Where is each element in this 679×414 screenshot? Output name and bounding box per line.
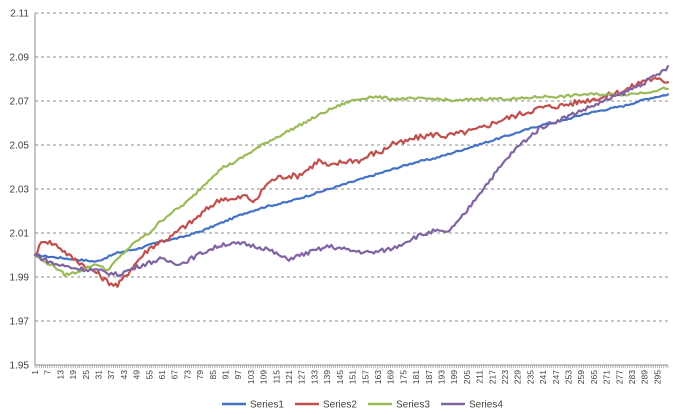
legend-label-series4: Series4 [469,400,503,411]
x-tick-label: 157 [360,370,370,384]
x-tick-label: 109 [259,370,269,384]
x-tick-label: 43 [119,370,129,380]
x-tick-label: 103 [246,370,256,384]
x-tick-label: 223 [500,370,510,384]
x-tick-label: 259 [576,370,586,384]
x-tick-label: 133 [309,370,319,384]
x-tick-label: 127 [297,370,307,384]
x-tick-label: 205 [462,370,472,384]
x-tick-label: 97 [233,370,243,380]
y-tick-label: 1.99 [10,273,30,284]
y-tick-label: 2.07 [10,97,30,108]
x-tick-label: 55 [144,370,154,380]
legend: Series1 Series2 Series3 Series4 [222,400,503,411]
x-tick-label: 199 [449,370,459,384]
x-tick-label: 163 [373,370,383,384]
x-tick-label: 175 [398,370,408,384]
x-tick-label: 265 [589,370,599,384]
legend-label-series1: Series1 [250,400,284,411]
y-tick-label: 2.05 [10,141,30,152]
x-tick-label: 7 [43,370,53,375]
x-tick-label: 289 [640,370,650,384]
x-tick-label: 253 [563,370,573,384]
series-line-series3 [33,86,670,278]
x-tick-label: 85 [208,370,218,380]
x-tick-label: 121 [284,370,294,384]
x-tick-label: 67 [170,370,180,380]
y-tick-label: 1.95 [10,361,30,372]
y-axis-tick-labels: 1.95 1.97 1.99 2.01 2.03 2.05 2.07 2.09 2.11 [10,9,30,372]
y-tick-label: 2.03 [10,185,30,196]
x-tick-label: 277 [614,370,624,384]
x-tick-label: 73 [182,370,192,380]
series-line-series4 [33,65,670,278]
axes [34,13,669,368]
x-tick-label: 25 [81,370,91,380]
x-tick-label: 1 [30,370,40,375]
series-lines [33,65,670,288]
x-tick-label: 79 [195,370,205,380]
x-tick-label: 235 [525,370,535,384]
x-tick-label: 211 [475,370,485,384]
y-tick-label: 2.09 [10,53,30,64]
x-tick-label: 217 [487,370,497,384]
x-tick-label: 169 [386,370,396,384]
x-tick-label: 37 [106,370,116,380]
x-tick-label: 139 [322,370,332,384]
series-line-series2 [33,77,670,288]
series-line-series1 [33,93,670,263]
x-tick-label: 61 [157,370,167,380]
x-tick-label: 295 [652,370,662,384]
legend-label-series2: Series2 [323,400,357,411]
y-tick-label: 2.11 [10,9,29,20]
legend-label-series3: Series3 [396,400,430,411]
x-tick-label: 241 [538,370,548,384]
x-tick-label: 271 [602,370,612,384]
x-tick-label: 229 [513,370,523,384]
x-tick-label: 283 [627,370,637,384]
x-tick-label: 49 [132,370,142,380]
y-tick-label: 1.97 [10,317,30,328]
x-tick-label: 145 [335,370,345,384]
x-tick-label: 193 [436,370,446,384]
x-tick-label: 181 [411,370,421,384]
y-tick-label: 2.01 [10,229,30,240]
x-tick-label: 19 [68,370,78,380]
x-tick-label: 91 [221,370,231,380]
x-tick-label: 31 [94,370,104,380]
x-axis-tick-labels: 1 7 13 19 25 31 37 43 49 55 61 67 73 79 85 91 97 103 109 11… [30,370,662,384]
x-tick-label: 115 [271,370,281,384]
x-tick-label: 187 [424,370,434,384]
gridlines [35,12,668,322]
x-tick-label: 13 [55,370,65,380]
x-tick-label: 247 [551,370,561,384]
x-tick-label: 151 [348,370,358,384]
